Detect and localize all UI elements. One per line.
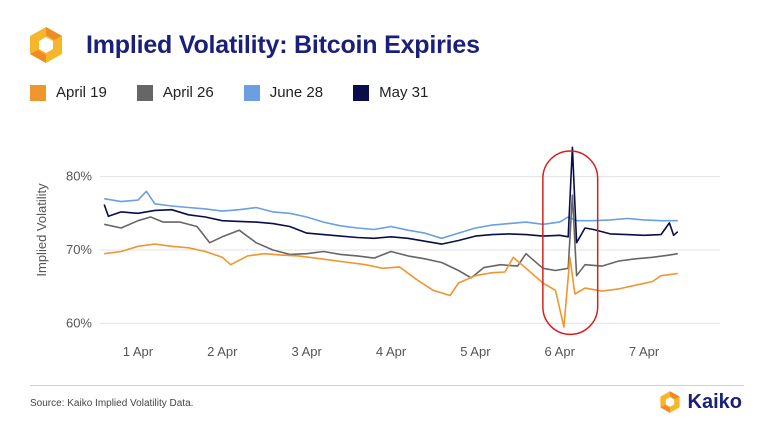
kaiko-brand-icon — [659, 391, 680, 413]
highlight-group — [542, 150, 599, 336]
legend-swatch — [30, 84, 46, 101]
y-tick-label: 70% — [66, 242, 92, 257]
legend-item-may-31: May 31 — [353, 84, 428, 101]
series-group — [103, 146, 679, 328]
y-axis-label: Implied Volatility — [34, 183, 49, 277]
kaiko-logo-icon — [30, 27, 62, 63]
legend-item-april-26: April 26 — [136, 84, 214, 101]
legend-swatch — [243, 84, 260, 101]
footer-divider — [30, 385, 744, 386]
source-note: Source: Kaiko Implied Volatility Data. — [30, 398, 194, 409]
y-axis: 60% 70% 80% — [66, 169, 92, 331]
legend-label: April 26 — [162, 84, 214, 101]
x-tick-label: 4 Apr — [376, 344, 407, 359]
legend: April 19 April 26 June 28 May 31 — [30, 84, 458, 101]
x-tick-label: 2 Apr — [207, 344, 238, 359]
legend-swatch — [353, 84, 370, 101]
x-axis: 1 Apr 2 Apr 3 Apr 4 Apr 5 Apr 6 Apr 7 Apr — [123, 344, 660, 359]
brand-name: Kaiko — [687, 390, 742, 413]
chart-area: 60% 70% 80% 1 Apr 2 Apr 3 Apr 4 Apr 5 Apr 6 Apr… — [0, 120, 764, 370]
y-tick-label: 80% — [66, 169, 92, 184]
chart-title: Implied Volatility: Bitcoin Expiries — [86, 30, 480, 59]
header: Implied Volatility: Bitcoin Expiries — [26, 22, 480, 68]
series-line-april-19 — [104, 243, 678, 328]
legend-item-june-28: June 28 — [243, 84, 324, 101]
legend-label: April 19 — [56, 84, 107, 101]
series-line-may-31 — [103, 146, 679, 245]
y-tick-label: 60% — [66, 315, 92, 330]
grid — [100, 176, 720, 324]
x-tick-label: 7 Apr — [629, 344, 660, 359]
brand: Kaiko — [658, 390, 742, 414]
highlight-oval — [542, 150, 599, 336]
legend-swatch — [136, 84, 153, 101]
x-tick-label: 6 Apr — [545, 344, 576, 359]
x-tick-label: 5 Apr — [460, 344, 491, 359]
legend-item-april-19: April 19 — [30, 84, 107, 101]
legend-label: May 31 — [379, 84, 429, 101]
series-line-april-26 — [104, 194, 678, 279]
series-line-june-28 — [104, 190, 678, 240]
legend-label: June 28 — [269, 84, 324, 101]
x-tick-label: 1 Apr — [123, 344, 154, 359]
x-tick-label: 3 Apr — [291, 344, 322, 359]
line-chart: 60% 70% 80% 1 Apr 2 Apr 3 Apr 4 Apr 5 Apr 6 Apr… — [34, 146, 720, 359]
